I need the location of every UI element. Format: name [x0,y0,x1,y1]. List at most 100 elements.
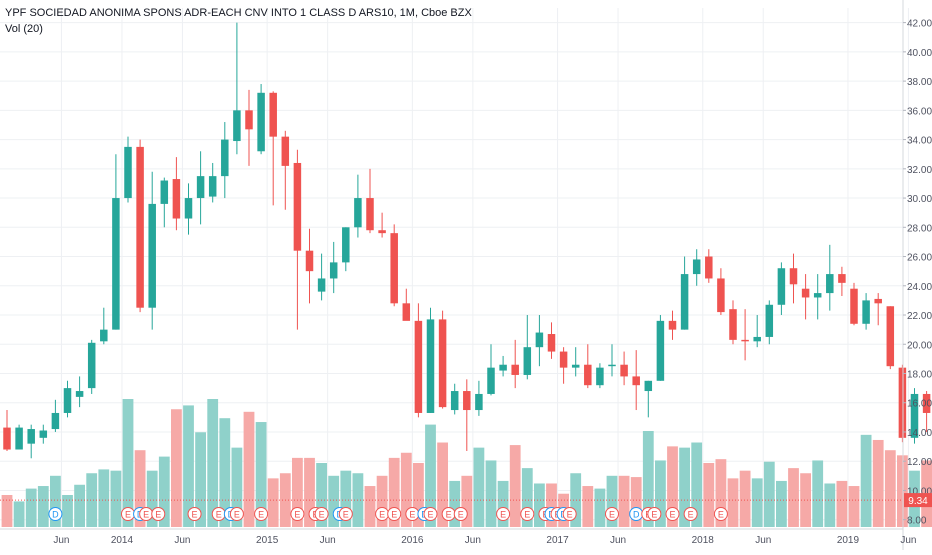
volume-bar [691,442,703,527]
volume-bar [134,450,146,527]
volume-bar [751,478,763,527]
candle-body [317,278,326,292]
candle-body [402,303,411,321]
event-marker-letter: E [234,510,240,520]
candle-body [112,198,120,330]
x-tick-label: 2019 [837,535,860,546]
candle-body [838,274,846,283]
event-marker-e [387,507,402,521]
volume-bar [400,452,412,527]
event-marker-e [605,507,619,521]
volume-bar [824,483,836,527]
volume-bar [110,470,122,527]
event-marker-letter: E [319,510,325,520]
volume-bar [582,486,594,527]
candle-body [801,288,810,298]
event-marker-letter: E [609,510,615,520]
candle-body [269,92,277,137]
volume-bar [292,457,303,527]
event-marker-e [665,507,680,521]
y-tick-label: 30.00 [907,194,932,205]
volume-bar [788,468,799,527]
candle-body [463,391,471,411]
volume-bar [437,442,448,527]
candle-body [826,274,834,294]
event-marker-letter: E [718,510,724,520]
event-marker-letter: E [688,510,694,520]
event-marker-e [187,507,202,521]
candle-body [15,427,23,450]
volume-bar [25,488,37,527]
y-tick-label: 22.00 [907,311,932,322]
x-tick-label: Jun [465,535,481,546]
candle-body [342,227,350,263]
y-tick-label: 32.00 [907,165,932,176]
y-tick-label: 36.00 [907,106,932,117]
volume-bar [606,475,618,527]
event-marker-letter: E [651,510,657,520]
candle-body [705,256,713,279]
event-marker-letter: E [409,510,415,520]
candle-body [3,427,11,450]
candle-body [922,393,931,413]
volume-bar [485,460,497,527]
volume-bar [812,460,824,527]
volume-bar [364,486,376,527]
event-marker-e [314,507,329,521]
event-marker-letter: E [669,510,675,520]
chart-legend: YPF SOCIEDAD ANONIMA SPONS ADR-EACH CNV … [5,5,472,37]
candle-body [208,176,217,197]
y-tick-label: 8.00 [907,516,927,527]
volume-bar [388,457,400,527]
event-marker-d [48,507,63,521]
candle-body [233,110,241,142]
volume-bar [219,418,231,527]
candle-body [632,376,640,386]
candle-body [172,179,181,219]
candles [3,22,931,459]
candle-body [910,393,919,438]
event-marker-e [647,507,662,521]
event-marker-e [151,507,166,521]
x-tick-label: Jun [174,535,190,546]
volume-bar [546,483,557,527]
volume-bar [715,459,727,527]
volume-bar [679,447,690,527]
volume-bar [739,470,751,527]
candle-body [898,367,907,438]
candle-body [571,364,580,368]
event-marker-e [683,507,698,521]
event-marker-e [496,507,511,521]
event-marker-letter: E [125,510,131,520]
volume-bar [62,495,73,527]
event-marker-letter: E [524,510,530,520]
candle-body [124,146,132,199]
event-marker-e [229,507,244,521]
price-badge-label: 9.34 [908,496,928,507]
y-tick-label: 12.00 [907,457,932,468]
volume-bar [413,463,424,527]
x-tick-label: 2018 [692,535,715,546]
candle-body [63,388,72,413]
volume-bar [521,468,533,527]
candle-body [426,319,435,413]
candle-body [414,320,423,413]
event-marker-letter: E [143,510,149,520]
candle-body [281,136,290,166]
event-marker-letter: D [633,510,640,520]
event-marker-letter: E [294,510,300,520]
event-marker-letter: E [458,510,464,520]
candle-body [729,309,737,340]
event-marker-letter: E [343,510,349,520]
volume-bar [1,495,13,527]
volume-bar [328,475,340,527]
volume-indicator-label: Vol (20) [5,23,43,35]
volume-bar [667,446,678,527]
candle-body [27,429,35,444]
y-tick-label: 40.00 [907,48,932,59]
candle-body [717,278,725,313]
event-marker-e [453,507,468,521]
